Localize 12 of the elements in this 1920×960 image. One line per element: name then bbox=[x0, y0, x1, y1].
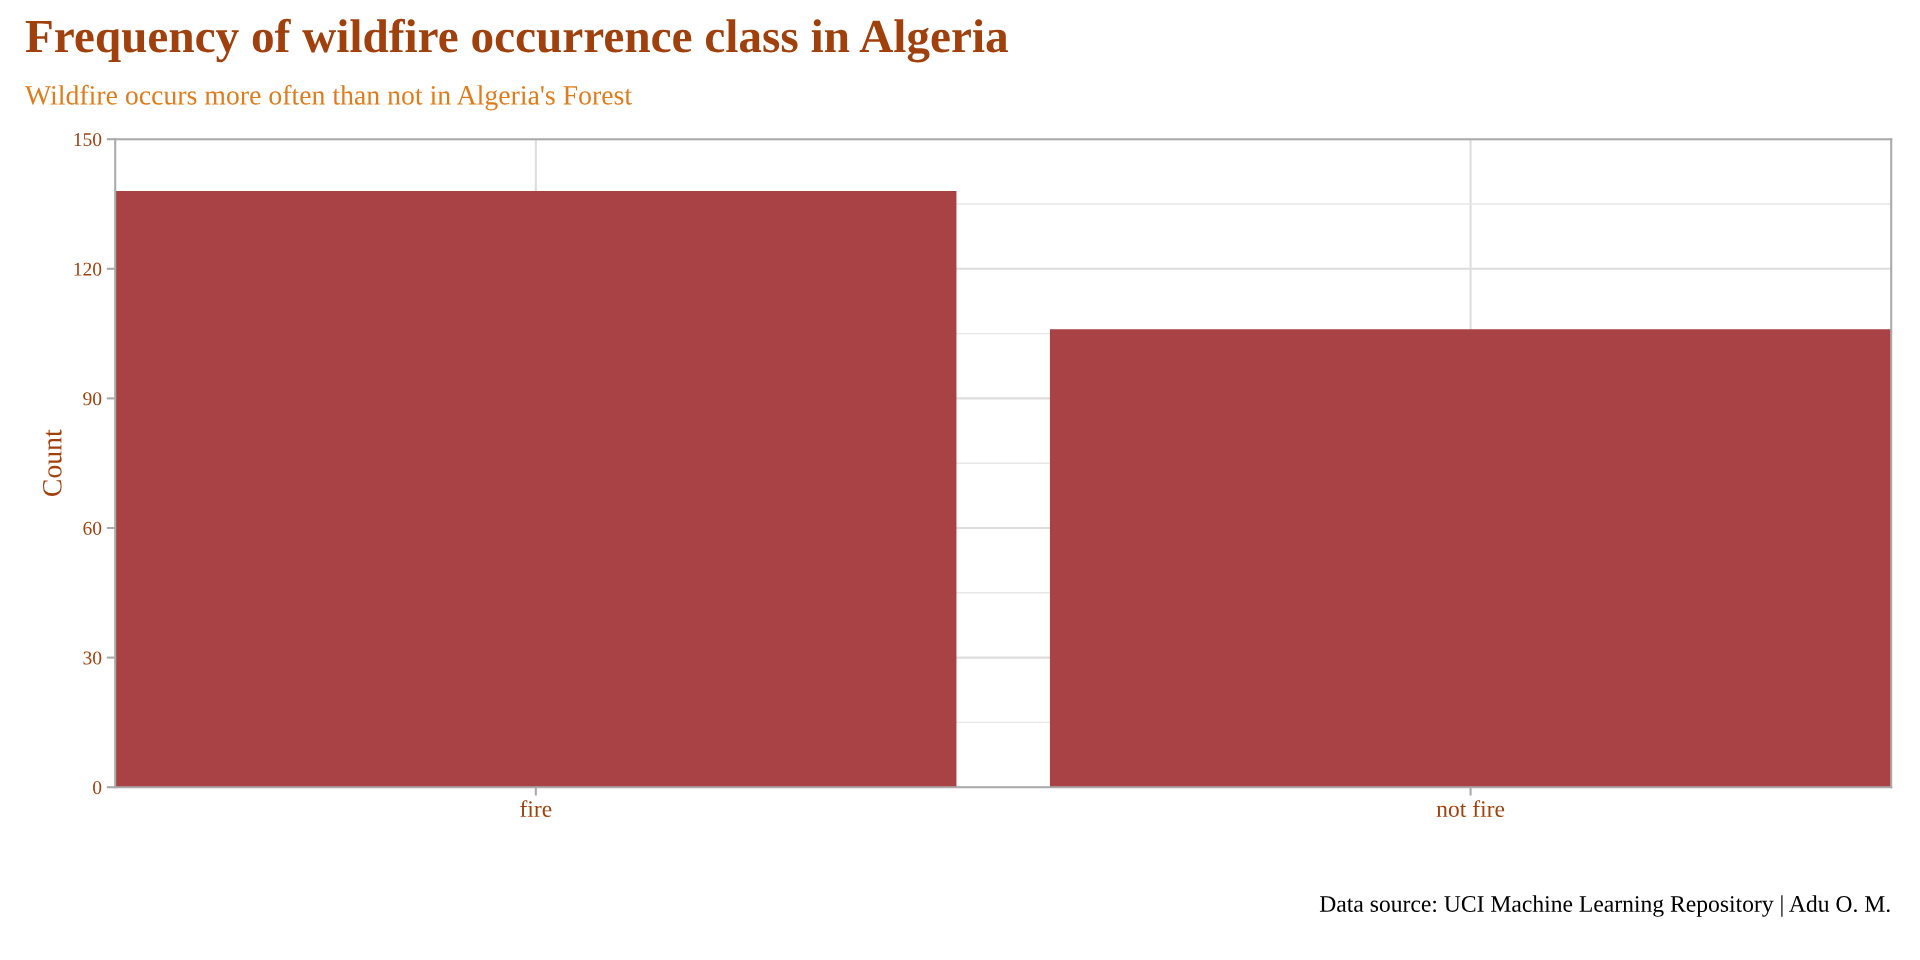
y-tick-label: 150 bbox=[74, 133, 102, 147]
y-tick-label: 60 bbox=[83, 521, 102, 535]
y-axis-title: Count bbox=[42, 429, 62, 497]
chart-subtitle: Wildfire occurs more often than not in Algeria's Forest bbox=[24, 84, 632, 111]
y-tick-label: 30 bbox=[83, 651, 102, 665]
x-tick-label: fire bbox=[520, 800, 552, 818]
y-tick-label: 0 bbox=[93, 781, 102, 795]
y-tick-label: 120 bbox=[74, 262, 102, 276]
source-note: Data source: UCI Machine Learning Repository | Adu O. M. bbox=[1319, 895, 1890, 917]
y-tick-label: 90 bbox=[83, 392, 102, 406]
chart-title: Frequency of wildfire occurrence class in Algeria bbox=[25, 18, 1008, 63]
x-tick-label: not fire bbox=[1436, 800, 1505, 818]
